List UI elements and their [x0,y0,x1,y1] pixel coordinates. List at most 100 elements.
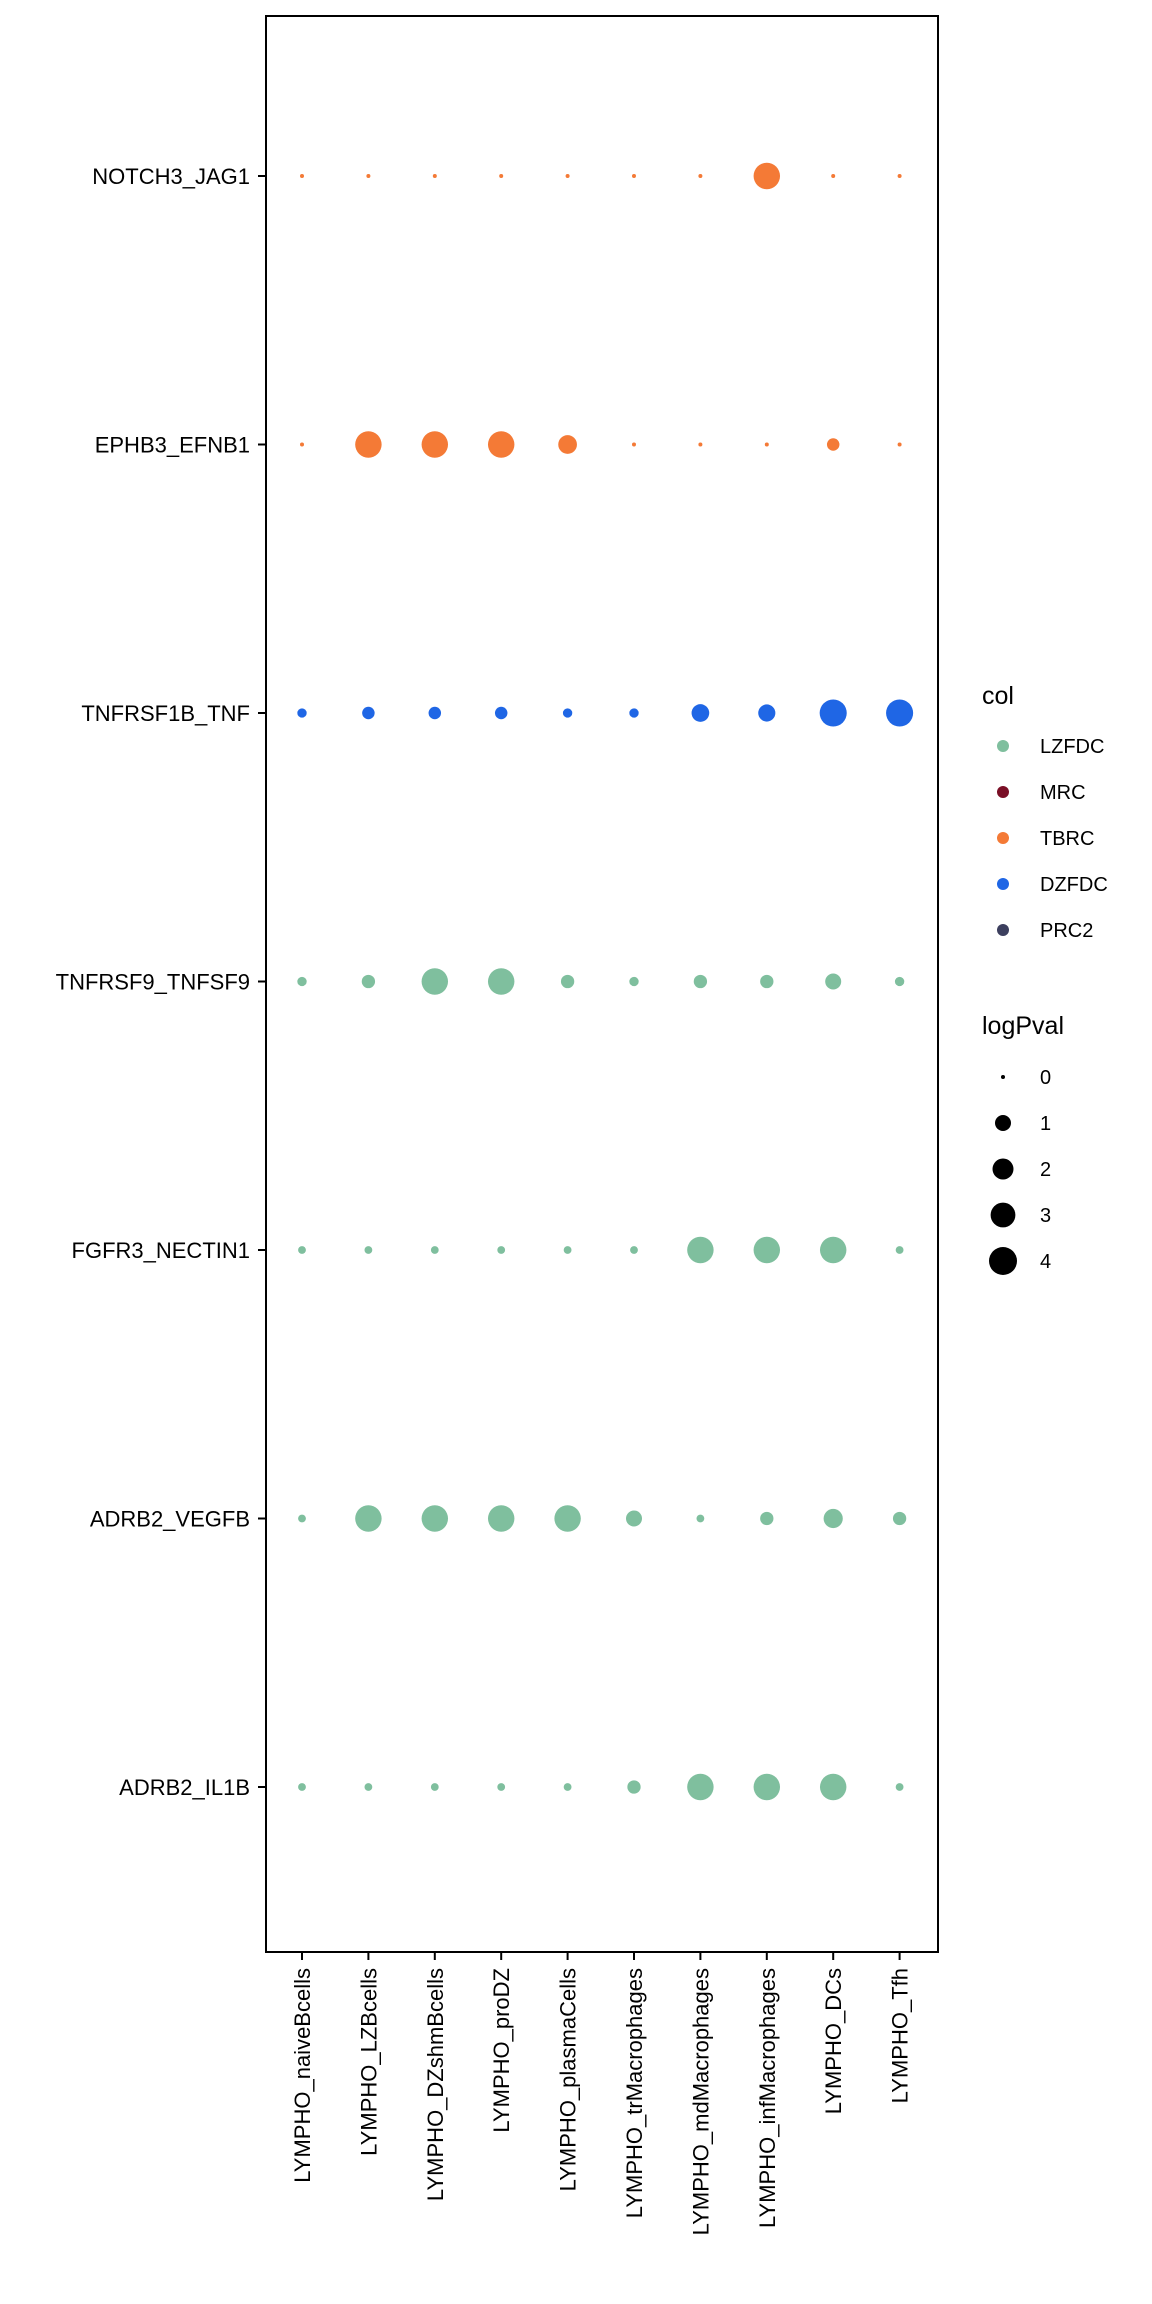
dot-point [826,438,840,451]
dot-point [565,174,570,178]
dot-point [630,1246,638,1254]
dot-point [632,174,636,178]
dot-point [300,442,304,447]
dot-point [297,976,307,987]
dot-point [693,974,708,989]
x-tick-label: LYMPHO_naiveBcells [290,1968,315,2183]
dot-point [362,706,375,720]
dot-point [298,1514,306,1523]
legend-size-key [992,1158,1014,1180]
legend-size-title: logPval [982,1012,1064,1040]
legend-color-key [997,832,1009,844]
dot-point [753,162,781,190]
dot-point [300,174,304,178]
x-tick-label: LYMPHO_mdMacrophages [688,1968,713,2235]
dot-point [558,435,577,454]
dot-point [687,1236,714,1264]
dot-point [554,1505,581,1532]
legend-size-label: 3 [1040,1205,1051,1227]
dot-point [297,708,307,718]
dot-point [886,699,914,727]
dot-point [825,973,842,990]
dot-point [823,1508,843,1529]
legend-color-label: PRC2 [1040,920,1093,942]
dot-point [430,1246,439,1254]
dot-point [355,431,382,458]
legend-color-key [997,740,1009,752]
legend-size-label: 2 [1040,1159,1051,1181]
dot-point [497,1783,506,1791]
dot-point [760,1511,774,1526]
dot-point [629,976,639,987]
legend-size-label: 1 [1040,1113,1051,1135]
dot-point [764,442,769,447]
dot-point [698,174,703,178]
dot-point [897,442,902,447]
legend-color-label: TBRC [1040,828,1094,850]
legend-size-label: 0 [1040,1067,1051,1089]
legend-size-key [990,1202,1016,1228]
dot-point [629,708,639,718]
dot-point [753,1773,781,1801]
legend-color-key [997,924,1009,936]
dot-point [355,1505,382,1532]
dot-point [563,1783,572,1791]
dot-point [819,699,847,727]
dot-point [894,976,905,987]
y-tick-label: NOTCH3_JAG1 [92,164,250,189]
x-tick-label: LYMPHO_DCs [821,1968,846,2114]
y-axis: NOTCH3_JAG1 EPHB3_EFNB1 TNFRSF1B_TNF TNFRSF… [56,164,266,1800]
dot-point [627,1780,641,1794]
x-tick-label: LYMPHO_LZBcells [356,1968,381,2156]
x-tick-label: LYMPHO_DZshmBcells [423,1968,448,2201]
dot-point [753,1236,781,1264]
dot-point [760,974,774,989]
x-tick-label: LYMPHO_infMacrophages [755,1968,780,2228]
dot-point [364,1783,373,1791]
dot-point [361,974,376,989]
legend-size-label: 4 [1040,1251,1051,1273]
x-tick-label: LYMPHO_trMacrophages [622,1968,647,2218]
dot-point [298,1246,306,1254]
y-tick-label: EPHB3_EFNB1 [95,433,250,458]
legend-size-key [989,1247,1017,1275]
dot-point [560,974,575,989]
dot-point [819,1236,847,1264]
y-tick-label: ADRB2_VEGFB [90,1507,250,1532]
x-axis: LYMPHO_naiveBcells LYMPHO_LZBcells LYMPHO_… [290,1952,913,2235]
dot-point [421,968,449,995]
y-tick-label: TNFRSF9_TNFSF9 [56,970,250,995]
dot-point [497,1246,506,1254]
dot-point [421,1505,449,1532]
dot-point [298,1783,306,1791]
dot-point [897,174,902,178]
dot-point [696,1514,705,1523]
y-tick-label: ADRB2_IL1B [119,1775,250,1800]
dot-point [432,174,437,178]
dot-point [632,442,636,447]
legend-color: col LZFDC MRC TBRC DZFDC PRC2 [982,682,1108,942]
x-tick-label: LYMPHO_proDZ [489,1968,514,2133]
dot-point [831,174,836,178]
x-tick-label: LYMPHO_Tfh [888,1968,913,2103]
legend-color-title: col [982,682,1014,710]
dot-point [487,431,515,458]
dot-point [494,706,508,720]
legend-size-key [995,1115,1011,1131]
dot-point [758,704,776,722]
dot-point [499,174,504,178]
dot-point [364,1246,373,1254]
dot-point [626,1510,642,1527]
dot-point [895,1246,904,1254]
dot-point [691,704,710,722]
dot-point [687,1773,714,1801]
dot-point [487,968,515,995]
dot-point [421,431,449,458]
legend-color-key [997,878,1009,890]
y-tick-label: FGFR3_NECTIN1 [72,1238,250,1263]
dot-point [562,708,573,718]
dot-point [563,1246,572,1254]
dot-point [487,1505,515,1532]
dot-point [366,174,371,178]
